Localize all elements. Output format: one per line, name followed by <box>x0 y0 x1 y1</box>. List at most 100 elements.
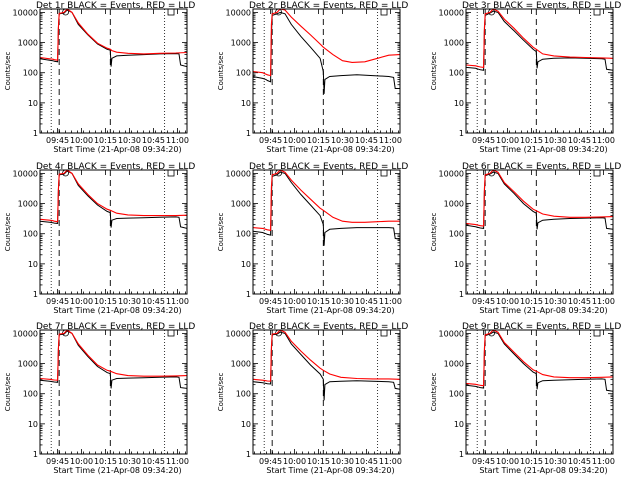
y-tick-label: 10 <box>28 420 38 429</box>
x-tick-label: 09:45 <box>46 136 69 145</box>
events-series-line <box>253 331 400 401</box>
y-tick-label: 100 <box>23 69 38 78</box>
lld-series-line <box>253 9 400 77</box>
x-tick-label: 11:00 <box>379 457 402 466</box>
events-series-line <box>466 171 613 230</box>
y-tick-label: 1000 <box>18 200 38 209</box>
y-tick-label: 1000 <box>444 360 464 369</box>
panel-det-3: Det 3r BLACK = Events, RED = LLD 1 10 100 10… <box>430 1 621 154</box>
lld-series-line <box>466 170 613 227</box>
x-tick-label: 11:00 <box>166 297 189 306</box>
x-tick-label: 11:00 <box>379 297 402 306</box>
y-tick-label: 100 <box>236 230 251 239</box>
x-tick-label: 10:45 <box>355 136 378 145</box>
y-tick-label: 10000 <box>439 329 464 338</box>
events-series-line <box>40 330 187 389</box>
x-tick-label: 10:00 <box>283 136 306 145</box>
x-tick-label: 10:00 <box>496 457 519 466</box>
y-tick-label: 1000 <box>231 360 251 369</box>
y-axis-label: Counts/sec <box>217 373 225 412</box>
y-tick-label: 1000 <box>18 360 38 369</box>
y-tick-label: 1000 <box>444 39 464 48</box>
y-axis-label: Counts/sec <box>430 52 438 91</box>
x-tick-label: 10:00 <box>70 457 93 466</box>
y-tick-label: 1000 <box>18 39 38 48</box>
x-tick-label: 10:00 <box>70 297 93 306</box>
y-axis-label: Counts/sec <box>4 373 12 412</box>
x-tick-label: 09:45 <box>259 297 282 306</box>
x-tick-label: 09:45 <box>46 297 69 306</box>
x-tick-label: 10:15 <box>307 297 330 306</box>
events-series-line <box>253 171 400 246</box>
x-tick-label: 11:00 <box>592 457 615 466</box>
series-group <box>40 9 187 68</box>
x-tick-label: 10:30 <box>118 136 141 145</box>
plot-frame <box>252 329 401 455</box>
y-tick-label: 100 <box>23 390 38 399</box>
plot-frame <box>252 169 401 295</box>
x-tick-label: 10:15 <box>520 297 543 306</box>
x-tick-label: 09:45 <box>46 457 69 466</box>
lld-series-line <box>253 330 400 382</box>
x-tick-label: 10:30 <box>544 457 567 466</box>
y-tick-label: 10 <box>454 260 464 269</box>
x-tick-label: 10:45 <box>142 457 165 466</box>
panel-title: Det 4r BLACK = Events, RED = LLD <box>36 162 195 172</box>
y-tick-label: 1000 <box>231 200 251 209</box>
x-tick-label: 09:45 <box>259 136 282 145</box>
y-tick-label: 1 <box>33 129 38 138</box>
x-tick-label: 10:00 <box>283 457 306 466</box>
plot-frame <box>39 329 188 455</box>
x-axis-label: Start Time (21-Apr-08 09:34:20) <box>479 466 607 475</box>
x-tick-label: 10:45 <box>568 457 591 466</box>
y-tick-label: 1 <box>459 290 464 299</box>
x-tick-label: 10:30 <box>331 136 354 145</box>
x-tick-label: 09:45 <box>472 136 495 145</box>
x-tick-label: 10:15 <box>307 457 330 466</box>
panel-title: Det 3r BLACK = Events, RED = LLD <box>462 1 621 11</box>
x-axis-label: Start Time (21-Apr-08 09:34:20) <box>479 145 607 154</box>
lld-series-line <box>466 330 613 387</box>
x-axis-label: Start Time (21-Apr-08 09:34:20) <box>53 306 181 315</box>
y-tick-label: 10 <box>28 99 38 108</box>
panel-title: Det 8r BLACK = Events, RED = LLD <box>249 322 408 332</box>
x-axis-label: Start Time (21-Apr-08 09:34:20) <box>53 466 181 475</box>
plot-frame <box>39 8 188 134</box>
x-axis-label: Start Time (21-Apr-08 09:34:20) <box>266 466 394 475</box>
x-tick-label: 10:15 <box>520 136 543 145</box>
x-tick-label: 10:15 <box>94 457 117 466</box>
y-tick-label: 10000 <box>13 329 38 338</box>
x-tick-label: 10:15 <box>520 457 543 466</box>
events-series-line <box>466 10 613 71</box>
x-tick-label: 10:45 <box>568 297 591 306</box>
lld-series-line <box>40 170 187 223</box>
y-axis-label: Counts/sec <box>217 213 225 252</box>
x-tick-label: 10:30 <box>118 457 141 466</box>
y-tick-label: 1 <box>459 450 464 459</box>
y-tick-label: 10 <box>241 99 251 108</box>
panel-det-2: Det 2r BLACK = Events, RED = LLD 1 10 100 10… <box>217 1 408 154</box>
x-tick-label: 10:30 <box>118 297 141 306</box>
y-tick-label: 100 <box>449 69 464 78</box>
x-tick-label: 09:45 <box>472 297 495 306</box>
x-axis-label: Start Time (21-Apr-08 09:34:20) <box>266 145 394 154</box>
x-tick-label: 10:45 <box>142 297 165 306</box>
series-group <box>253 9 400 94</box>
panel-title: Det 2r BLACK = Events, RED = LLD <box>249 1 408 11</box>
y-axis-label: Counts/sec <box>4 213 12 252</box>
x-tick-label: 10:45 <box>142 136 165 145</box>
x-tick-label: 10:30 <box>544 136 567 145</box>
series-group <box>40 170 187 229</box>
y-tick-label: 1000 <box>231 39 251 48</box>
events-series-line <box>253 11 400 94</box>
x-tick-label: 10:15 <box>94 297 117 306</box>
y-tick-label: 100 <box>236 69 251 78</box>
x-tick-label: 10:30 <box>331 297 354 306</box>
panel-det-6: Det 6r BLACK = Events, RED = LLD 1 10 100 10… <box>430 162 621 315</box>
y-tick-label: 1000 <box>444 200 464 209</box>
y-tick-label: 100 <box>449 230 464 239</box>
panel-title: Det 7r BLACK = Events, RED = LLD <box>36 322 195 332</box>
y-tick-label: 10000 <box>439 169 464 178</box>
x-tick-label: 09:45 <box>259 457 282 466</box>
